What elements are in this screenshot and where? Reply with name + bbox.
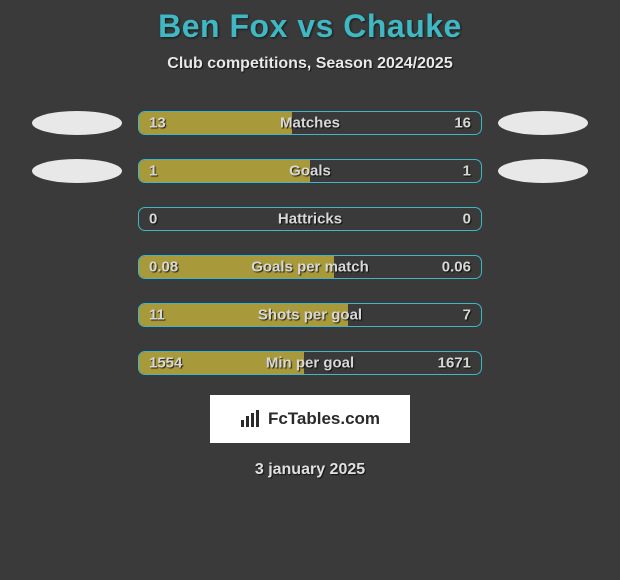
stat-label: Goals (289, 163, 331, 180)
stat-bar: 0 Hattricks 0 (138, 207, 482, 231)
stat-bar: 13 Matches 16 (138, 111, 482, 135)
stat-value-right: 0.06 (442, 259, 471, 276)
stat-bar: 1 Goals 1 (138, 159, 482, 183)
stat-bar: 0.08 Goals per match 0.06 (138, 255, 482, 279)
stat-value-left: 1 (149, 163, 157, 180)
stat-label: Min per goal (266, 355, 354, 372)
stat-row: 13 Matches 16 (0, 111, 620, 135)
stat-value-right: 1671 (438, 355, 471, 372)
stat-value-left: 13 (149, 115, 166, 132)
fctables-logo[interactable]: FcTables.com (210, 395, 410, 443)
stat-value-left: 11 (149, 307, 165, 324)
subtitle: Club competitions, Season 2024/2025 (167, 55, 452, 73)
stat-row: 1 Goals 1 (0, 159, 620, 183)
stats-rows: 13 Matches 16 1 Goals 1 0 Hatt (0, 111, 620, 375)
player-badge-left (32, 111, 122, 135)
comparison-infographic: Ben Fox vs Chauke Club competitions, Sea… (0, 0, 620, 580)
stat-value-left: 0.08 (149, 259, 178, 276)
chart-icon (240, 410, 262, 428)
logo-text: FcTables.com (268, 409, 380, 429)
stat-row: 0 Hattricks 0 (0, 207, 620, 231)
stat-label: Goals per match (251, 259, 369, 276)
player-badge-right (498, 159, 588, 183)
stat-bar: 11 Shots per goal 7 (138, 303, 482, 327)
stat-label: Matches (280, 115, 340, 132)
stat-value-right: 7 (463, 307, 471, 324)
stat-row: 11 Shots per goal 7 (0, 303, 620, 327)
page-title: Ben Fox vs Chauke (158, 8, 462, 45)
stat-row: 0.08 Goals per match 0.06 (0, 255, 620, 279)
player-badge-right (498, 111, 588, 135)
stat-label: Shots per goal (258, 307, 362, 324)
stat-value-left: 0 (149, 211, 157, 228)
stat-value-right: 0 (463, 211, 471, 228)
stat-label: Hattricks (278, 211, 342, 228)
stat-value-left: 1554 (149, 355, 182, 372)
bar-fill-left (139, 160, 310, 182)
footer-date: 3 january 2025 (255, 461, 365, 479)
stat-row: 1554 Min per goal 1671 (0, 351, 620, 375)
player-badge-left (32, 159, 122, 183)
stat-bar: 1554 Min per goal 1671 (138, 351, 482, 375)
stat-value-right: 16 (454, 115, 471, 132)
stat-value-right: 1 (463, 163, 471, 180)
